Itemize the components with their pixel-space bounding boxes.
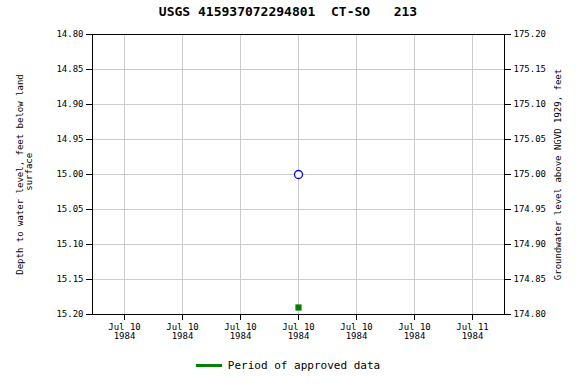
svg-text:175.15: 175.15 [514,64,547,74]
svg-text:Groundwater level above NGVD 1: Groundwater level above NGVD 1929, feet [553,69,563,280]
svg-text:Jul 101984: Jul 101984 [282,322,315,341]
svg-text:Jul 101984: Jul 101984 [340,322,373,341]
svg-text:175.10: 175.10 [514,99,547,109]
svg-text:Depth to water level, feet bel: Depth to water level, feet below land su… [15,74,34,274]
svg-text:14.80: 14.80 [56,29,83,39]
svg-text:15.05: 15.05 [56,204,83,214]
svg-text:14.95: 14.95 [56,134,83,144]
svg-text:14.90: 14.90 [56,99,83,109]
svg-text:175.00: 175.00 [514,169,547,179]
html-text:USGS 415937072294801 CT-SO 213: USGS 415937072294801 CT-SO 213 [158,4,418,19]
svg-text:14.85: 14.85 [56,64,83,74]
html-text:Period of approved data: Period of approved data [227,358,381,372]
svg-text:174.85: 174.85 [514,274,547,284]
svg-text:174.90: 174.90 [514,239,547,249]
svg-text:Jul 101984: Jul 101984 [166,322,199,341]
svg-text:15.00: 15.00 [56,169,83,179]
svg-text:Jul 101984: Jul 101984 [108,322,141,341]
svg-text:174.95: 174.95 [514,204,547,214]
svg-text:Jul 101984: Jul 101984 [224,322,257,341]
svg-text:15.10: 15.10 [56,239,83,249]
svg-text:175.05: 175.05 [514,134,547,144]
svg-text:15.15: 15.15 [56,274,83,284]
svg-text:Jul 111984: Jul 111984 [456,322,489,341]
svg-text:15.20: 15.20 [56,309,83,319]
svg-text:Jul 101984: Jul 101984 [398,322,431,341]
svg-text:175.20: 175.20 [514,29,547,39]
svg-text:174.80: 174.80 [514,309,547,319]
